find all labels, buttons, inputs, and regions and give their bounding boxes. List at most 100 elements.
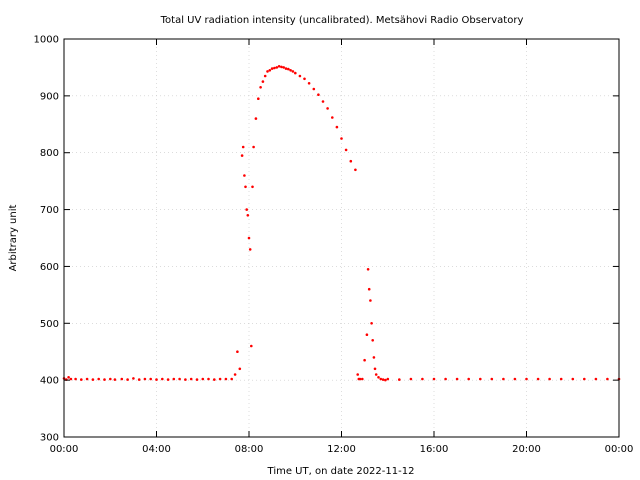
data-point	[207, 377, 210, 381]
y-axis-ticks: 300 400 500 600 700 800 900 1000	[34, 35, 619, 444]
data-point	[384, 378, 387, 382]
data-point	[240, 154, 244, 157]
data-point	[344, 148, 348, 152]
x-tick-label: 12:00	[327, 444, 356, 455]
x-tick-label: 16:00	[420, 444, 449, 455]
data-point	[161, 377, 164, 381]
data-point	[536, 377, 540, 381]
data-point	[490, 377, 494, 381]
data-point	[373, 367, 377, 371]
y-tick-label: 300	[40, 433, 59, 444]
data-point	[335, 125, 339, 129]
data-point	[354, 168, 357, 172]
data-point	[97, 377, 100, 381]
data-point	[467, 377, 471, 381]
data-point	[289, 69, 292, 72]
x-tick-label: 00:00	[605, 444, 634, 455]
data-point	[548, 377, 551, 381]
data-point	[280, 65, 283, 69]
data-point	[594, 377, 598, 381]
chart-title: Total UV radiation intensity (uncalibrat…	[160, 15, 524, 26]
data-point	[303, 77, 306, 81]
data-point	[421, 377, 424, 381]
data-point	[248, 248, 252, 251]
data-point	[356, 373, 360, 376]
data-point	[80, 378, 83, 381]
x-tick-label: 20:00	[512, 444, 541, 455]
data-point	[432, 377, 436, 381]
y-axis-label: Arbitrary unit	[8, 205, 19, 272]
data-point	[365, 333, 369, 337]
data-point	[369, 299, 372, 302]
data-point	[291, 70, 295, 73]
data-point	[502, 377, 505, 381]
data-point	[113, 378, 117, 381]
x-axis-ticks: 00:00 04:00 08:00 12:00 16:00 20:00 00:00	[50, 39, 634, 455]
data-point	[224, 377, 228, 381]
data-point	[525, 377, 528, 381]
data-point	[218, 377, 222, 381]
data-point	[120, 377, 124, 381]
data-point	[259, 86, 262, 89]
data-point	[178, 377, 181, 381]
data-point	[358, 377, 362, 381]
x-axis-label: Time UT, on date 2022-11-12	[267, 466, 415, 477]
data-point	[331, 116, 334, 119]
data-point	[513, 377, 517, 381]
y-tick-label: 600	[40, 262, 59, 273]
data-point	[479, 377, 482, 381]
data-point	[307, 82, 311, 85]
data-point	[67, 376, 70, 379]
data-point	[213, 378, 216, 381]
data-point	[251, 185, 254, 189]
data-point	[189, 377, 193, 381]
data-point	[166, 378, 170, 381]
data-point	[455, 377, 459, 381]
data-point	[294, 71, 297, 75]
data-point	[366, 268, 370, 271]
data-point	[69, 377, 73, 381]
data-point	[201, 377, 205, 381]
y-tick-label: 1000	[34, 35, 59, 46]
data-point	[246, 214, 250, 217]
data-point	[270, 67, 274, 70]
data-point	[250, 344, 253, 348]
grid-lines	[64, 39, 619, 437]
data-point	[273, 66, 276, 70]
data-point	[243, 174, 246, 177]
x-tick-label: 00:00	[50, 444, 79, 455]
data-point	[245, 208, 248, 211]
data-point	[257, 97, 260, 100]
y-tick-label: 800	[40, 148, 59, 159]
data-point	[149, 377, 152, 381]
data-point	[287, 67, 290, 71]
data-point	[361, 377, 364, 381]
data-point	[74, 377, 77, 381]
data-point	[126, 378, 129, 381]
data-point	[103, 378, 106, 381]
data-point	[363, 358, 366, 362]
data-point	[241, 145, 245, 149]
data-point	[340, 137, 343, 140]
data-point	[268, 69, 272, 72]
y-tick-label: 400	[40, 376, 59, 387]
data-point	[230, 377, 233, 381]
data-point	[244, 185, 247, 189]
x-tick-label: 08:00	[235, 444, 264, 455]
data-point	[326, 107, 329, 110]
data-point	[238, 367, 242, 371]
data-point	[583, 377, 586, 381]
x-tick-label: 04:00	[142, 444, 171, 455]
data-point	[367, 287, 371, 291]
data-point	[317, 93, 320, 96]
data-point	[282, 66, 286, 69]
data-point	[409, 377, 413, 381]
data-point	[298, 74, 302, 78]
data-point	[254, 117, 258, 120]
data-point	[372, 356, 376, 359]
data-point	[398, 378, 401, 381]
data-point	[143, 377, 147, 381]
data-point	[91, 378, 95, 381]
y-tick-label: 500	[40, 319, 59, 330]
